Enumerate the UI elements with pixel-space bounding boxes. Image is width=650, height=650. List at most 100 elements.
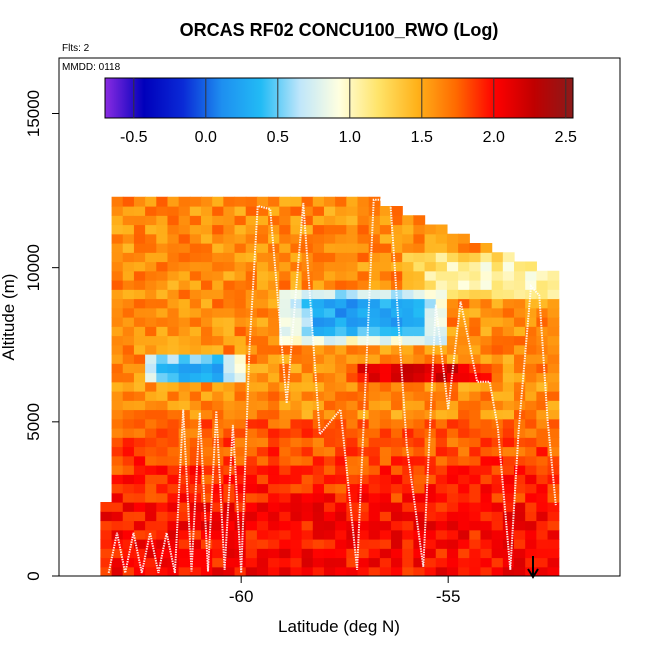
heatmap-cell	[335, 483, 347, 494]
heatmap-cell	[189, 455, 202, 466]
heatmap-cell	[469, 261, 482, 272]
heatmap-cell	[357, 381, 370, 392]
heatmap-cell	[245, 400, 258, 411]
heatmap-cell	[547, 483, 560, 494]
heatmap-cell	[480, 557, 493, 568]
heatmap-cell	[122, 224, 135, 235]
heatmap-cell	[346, 298, 359, 309]
heatmap-cell	[268, 372, 280, 383]
heatmap-cell	[368, 465, 381, 475]
heatmap-cell	[167, 280, 180, 290]
heatmap-cell	[480, 261, 493, 272]
heatmap-cell	[111, 566, 124, 576]
heatmap-cell	[178, 474, 191, 485]
heatmap-cell	[189, 215, 202, 226]
heatmap-cell	[256, 557, 269, 568]
heatmap-cell	[256, 511, 269, 522]
heatmap-cell	[357, 557, 370, 568]
heatmap-cell	[268, 465, 280, 475]
heatmap-cell	[469, 298, 482, 309]
heatmap-cell	[502, 465, 515, 475]
heatmap-cell	[491, 548, 504, 559]
heatmap-cell	[413, 289, 426, 300]
heatmap-cell	[256, 391, 269, 401]
heatmap-cell	[167, 455, 180, 466]
heatmap-cell	[502, 354, 515, 364]
heatmap-cell	[312, 243, 325, 253]
heatmap-cell	[234, 298, 247, 309]
heatmap-cell	[212, 215, 224, 226]
heatmap-cell	[514, 409, 526, 420]
heatmap-cell	[122, 215, 135, 226]
heatmap-cell	[458, 492, 470, 503]
y-axis-label: Altitude (m)	[0, 274, 18, 361]
heatmap-cell	[357, 391, 370, 401]
heatmap-cell	[145, 381, 157, 392]
heatmap-cell	[446, 326, 459, 337]
heatmap-cell	[502, 437, 515, 448]
heatmap-cell	[201, 252, 213, 263]
heatmap-cell	[446, 400, 459, 411]
heatmap-cell	[223, 511, 236, 522]
heatmap-cell	[424, 252, 437, 263]
heatmap-cell	[335, 335, 347, 346]
heatmap-cell	[446, 409, 459, 420]
heatmap-cell	[435, 474, 448, 485]
heatmap-cell	[424, 270, 437, 281]
heatmap-cell	[156, 298, 169, 309]
heatmap-cell	[178, 206, 191, 216]
heatmap-cell	[133, 344, 146, 355]
heatmap-cell	[391, 261, 403, 272]
heatmap-cell	[446, 252, 459, 263]
heatmap-cell	[446, 335, 459, 346]
heatmap-cell	[547, 289, 560, 300]
heatmap-cell	[312, 483, 325, 494]
heatmap-cell	[547, 520, 560, 531]
heatmap-cell	[212, 400, 224, 411]
heatmap-cell	[435, 224, 448, 235]
heatmap-cell	[547, 539, 560, 549]
heatmap-cell	[268, 474, 280, 485]
heatmap-cell	[201, 363, 213, 374]
heatmap-cell	[111, 261, 124, 272]
heatmap-cell	[335, 381, 347, 392]
heatmap-cell	[268, 363, 280, 374]
heatmap-cell	[312, 326, 325, 337]
heatmap-cell	[335, 270, 347, 281]
heatmap-cell	[189, 206, 202, 216]
heatmap-cell	[480, 243, 493, 253]
heatmap-cell	[379, 363, 392, 374]
heatmap-cell	[525, 529, 537, 540]
heatmap-cell	[111, 381, 124, 392]
heatmap-cell	[133, 224, 146, 235]
heatmap-cell	[458, 261, 470, 272]
heatmap-cell	[547, 307, 560, 318]
heatmap-cell	[167, 557, 180, 568]
heatmap-cell	[312, 206, 325, 216]
heatmap-cell	[111, 215, 124, 226]
heatmap-cell	[391, 474, 403, 485]
heatmap-cell	[245, 381, 258, 392]
heatmap-cell	[413, 233, 426, 244]
heatmap-cell	[357, 233, 370, 244]
heatmap-cell	[323, 428, 336, 438]
heatmap-cell	[514, 363, 526, 374]
heatmap-cell	[245, 446, 258, 457]
heatmap-cell	[178, 335, 191, 346]
heatmap-cell	[424, 548, 437, 559]
heatmap-cell	[446, 428, 459, 438]
heatmap-cell	[424, 344, 437, 355]
heatmap-cell	[122, 529, 135, 540]
heatmap-cell	[346, 465, 359, 475]
heatmap-cell	[245, 280, 258, 290]
heatmap-cell	[111, 418, 124, 429]
heatmap-cell	[446, 511, 459, 522]
heatmap-cell	[301, 483, 314, 494]
heatmap-cell	[167, 409, 180, 420]
heatmap-cell	[536, 409, 549, 420]
heatmap-cell	[279, 206, 292, 216]
heatmap-cell	[514, 539, 526, 549]
heatmap-cell	[458, 381, 470, 392]
heatmap-cell	[536, 502, 549, 512]
heatmap-cell	[122, 298, 135, 309]
